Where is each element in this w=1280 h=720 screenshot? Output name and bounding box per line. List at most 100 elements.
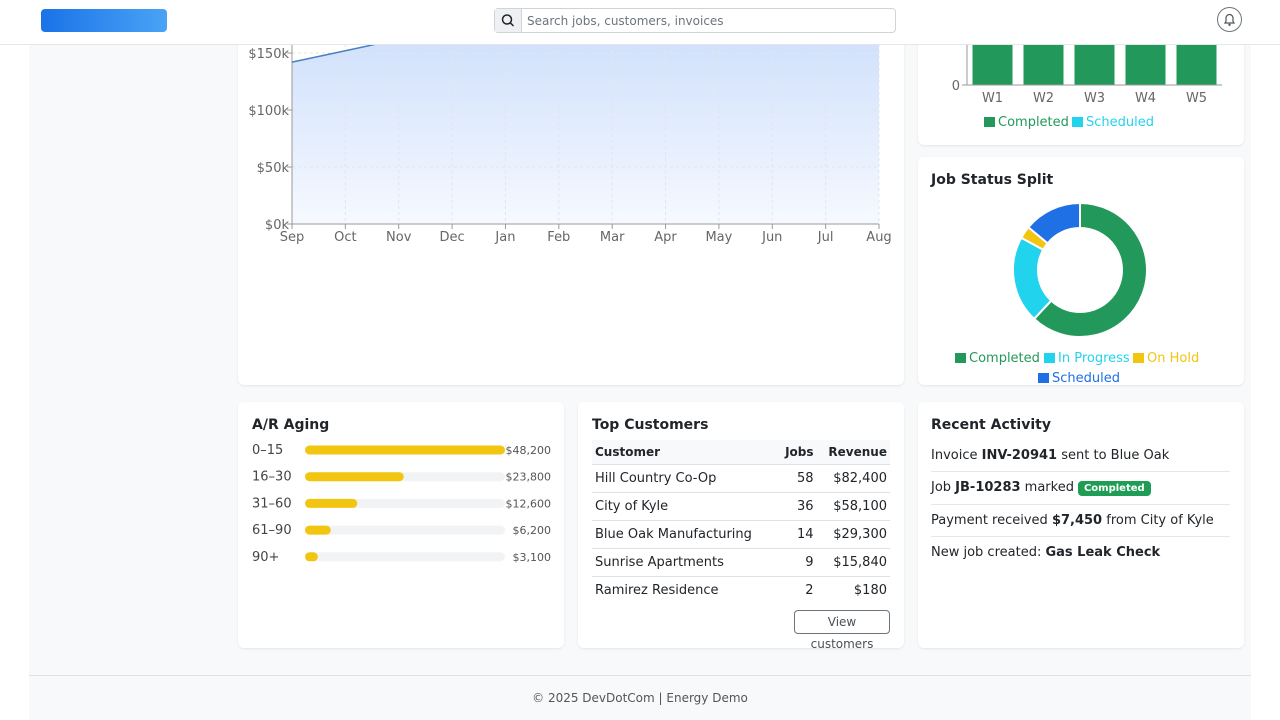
top-customers-card: Top Customers Customer Jobs Revenue Hill Co… (578, 402, 904, 648)
search-box[interactable]: Search jobs, customers, invoices (494, 8, 896, 33)
value-label: $12,600 (506, 497, 552, 510)
logo[interactable] (41, 9, 167, 32)
legend-label: On Hold (1147, 351, 1199, 366)
search-placeholder: Search jobs, customers, invoices (527, 14, 724, 28)
column-header: Revenue (816, 440, 890, 465)
footer-divider (29, 675, 1251, 676)
bar (305, 552, 318, 562)
legend-label: In Progress (1058, 351, 1130, 366)
x-tick-label: Dec (440, 230, 465, 245)
status-card: Job Status Split (918, 157, 1244, 385)
customers-table: Customer Jobs Revenue Hill Country Co-Op 58 $… (592, 440, 890, 604)
activity-item: Invoice INV-20941 sent to Blue Oak (931, 440, 1230, 472)
value-label: $23,800 (506, 471, 552, 484)
x-tick-label: Nov (386, 230, 412, 245)
category-label: 31–60 (252, 496, 292, 511)
table-row: Sunrise Apartments 9 $15,840 (592, 548, 890, 577)
legend-label: Scheduled (1052, 371, 1120, 386)
column-header: Jobs (777, 440, 817, 465)
table-cell: $58,100 (816, 492, 890, 521)
activity-highlight: JB-10283 (955, 480, 1021, 495)
y-tick-label: $0k (265, 218, 290, 233)
bar (305, 498, 358, 508)
x-tick-label: Jul (817, 230, 834, 245)
table-cell: Ramirez Residence (592, 576, 778, 604)
donut-segment (1032, 201, 1148, 338)
legend-label: Scheduled (1086, 115, 1154, 130)
search-glyph (501, 14, 515, 27)
table-header-row: Customer Jobs Revenue (592, 440, 890, 465)
activity-item: Job JB-10283 marked Completed (931, 472, 1230, 505)
activity-highlight: $7,450 (1051, 513, 1103, 528)
activity-highlight: Gas Leak Check (1045, 545, 1161, 560)
x-tick-label: W4 (1135, 91, 1156, 106)
x-tick-label: May (705, 230, 732, 245)
y-tick-label: $150k (248, 47, 289, 62)
bell-icon (1223, 13, 1236, 26)
activity-list: Invoice INV-20941 sent to Blue Oak Job JB… (931, 440, 1230, 568)
legend-swatch (1044, 353, 1055, 363)
activity-text: New job created: (931, 545, 1046, 560)
x-tick-label: Sep (280, 230, 305, 245)
x-tick-label: W3 (1084, 91, 1105, 106)
column-header: Customer (592, 440, 778, 465)
top-bar: Search jobs, customers, invoices (0, 0, 1280, 45)
legend-label: Completed (998, 115, 1069, 130)
table-cell: $180 (816, 576, 890, 604)
footer-text: © 2025 DevDotCom | Energy Demo (532, 691, 748, 705)
x-tick-label: Apr (654, 230, 677, 245)
table-cell: Sunrise Apartments (592, 548, 778, 577)
x-tick-label: Mar (600, 230, 625, 245)
status-badge: Completed (1077, 481, 1151, 496)
activity-text: marked (1020, 480, 1074, 495)
table-cell: City of Kyle (592, 492, 778, 521)
table-cell: $15,840 (816, 548, 890, 577)
bar-track (305, 525, 505, 535)
table-cell: 9 (777, 548, 817, 577)
legend-swatch (955, 353, 966, 363)
view-customers-button[interactable]: View customers (794, 610, 890, 651)
search-icon (495, 9, 522, 32)
x-tick-label: W5 (1186, 91, 1207, 106)
donut-segment (1012, 236, 1053, 321)
table-cell: 2 (777, 576, 817, 604)
table-cell: $29,300 (816, 520, 890, 549)
legend-swatch (1133, 353, 1144, 363)
notifications-button[interactable] (1217, 7, 1242, 32)
table-cell: Hill Country Co-Op (592, 464, 778, 493)
value-label: $3,100 (513, 551, 552, 564)
activity-text: Job (931, 480, 956, 495)
activity-item: New job created: Gas Leak Check (931, 537, 1230, 568)
table-cell: 36 (777, 492, 817, 521)
x-tick-label: W2 (1033, 91, 1054, 106)
legend-swatch (984, 117, 995, 127)
legend-label: Completed (969, 351, 1040, 366)
activity-highlight: INV-20941 (981, 448, 1058, 463)
table-row: Hill Country Co-Op 58 $82,400 (592, 464, 890, 493)
category-label: 0–15 (252, 443, 283, 458)
value-label: $48,200 (506, 444, 552, 457)
y-tick-label: $100k (248, 104, 289, 119)
table-cell: Blue Oak Manufacturing (592, 520, 778, 549)
table-row: City of Kyle 36 $58,100 (592, 492, 890, 521)
category-label: 61–90 (252, 523, 292, 538)
x-tick-label: W1 (982, 91, 1003, 106)
category-label: 90+ (252, 550, 279, 565)
ar-aging-card: A/R Aging (238, 402, 564, 648)
value-label: $6,200 (513, 524, 552, 537)
donut-segment (1026, 201, 1081, 245)
card-title: A/R Aging (252, 417, 330, 433)
x-tick-label: Oct (334, 230, 356, 245)
area-fill (292, 1, 879, 225)
bar (305, 472, 404, 482)
y-tick-label: $50k (257, 161, 290, 176)
legend-swatch (1072, 117, 1083, 127)
x-tick-label: Jun (761, 230, 782, 245)
table-row: Blue Oak Manufacturing 14 $29,300 (592, 520, 890, 549)
activity-text: sent to Blue Oak (1057, 448, 1170, 463)
table-cell: 14 (777, 520, 817, 549)
y-tick-label: 0 (952, 79, 960, 94)
activity-item: Payment received $7,450 from City of Kyl… (931, 505, 1230, 537)
